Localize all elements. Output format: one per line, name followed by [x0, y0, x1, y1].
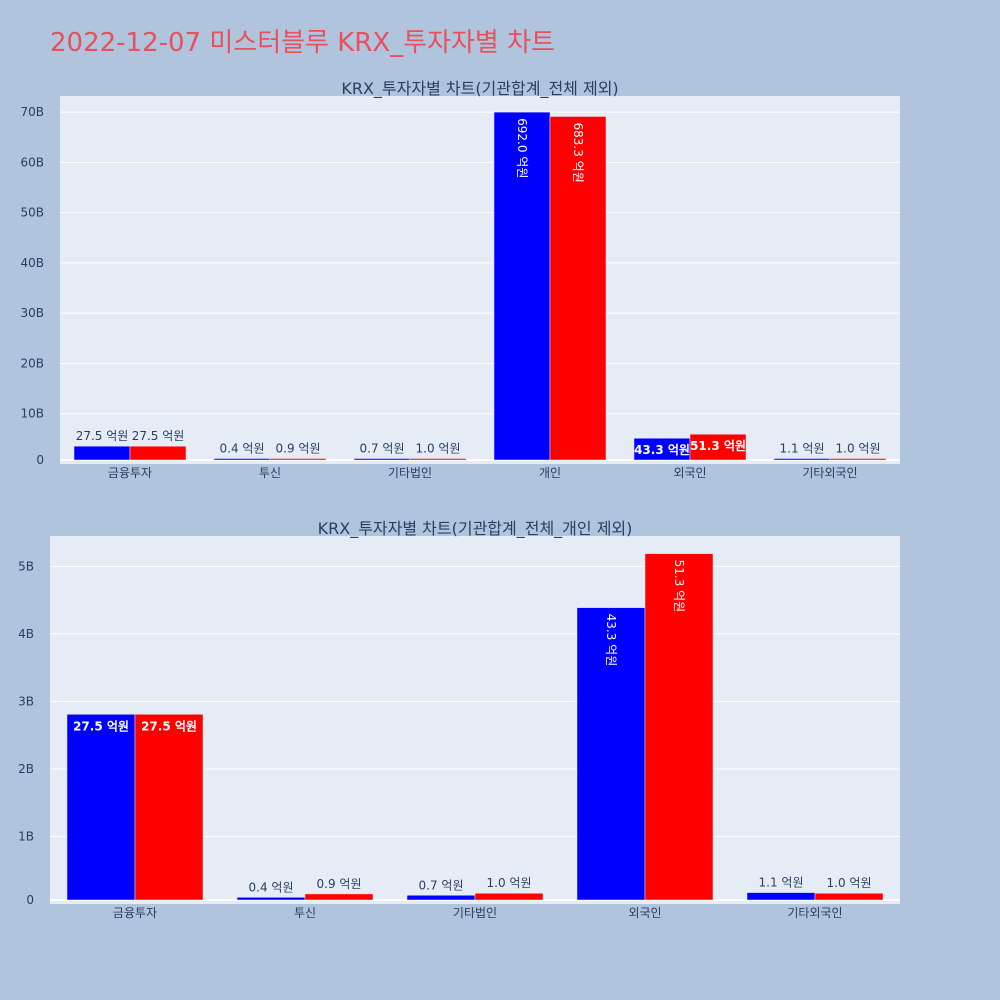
data-label: 0.7 억원 [360, 442, 405, 456]
bar [269, 458, 327, 461]
x-tick-label: 외국인 [628, 906, 661, 920]
bar [576, 607, 646, 901]
data-label: 1.1 억원 [759, 876, 804, 890]
y-tick-label: 70B [20, 105, 44, 119]
x-tick-label: 기타법인 [388, 466, 432, 480]
bar [644, 553, 714, 901]
x-tick-label: 금융투자 [108, 466, 152, 480]
data-label: 1.0 억원 [836, 442, 881, 456]
y-tick-label: 0 [26, 893, 34, 907]
y-tick-label: 60B [20, 155, 44, 169]
bar [689, 433, 747, 461]
bar [129, 445, 187, 461]
x-tick-label: 개인 [539, 466, 561, 480]
data-label: 0.7 억원 [419, 878, 464, 892]
bar [409, 458, 467, 461]
chart-investor-all: KRX_투자자별 차트(기관합계_전체 제외) 0 10B 20B 30B 40B 50B 6… [20, 79, 900, 480]
y-tick-label: 5B [18, 559, 34, 573]
data-label: 0.9 억원 [276, 442, 321, 456]
data-label: 27.5 억원 [73, 719, 129, 733]
bar [134, 714, 204, 901]
x-tick-label: 금융투자 [113, 906, 157, 920]
bar [236, 897, 306, 901]
data-label: 1.0 억원 [827, 876, 872, 890]
data-label: 51.3 억원 [690, 439, 746, 453]
data-label: 27.5 억원 [141, 719, 197, 733]
data-label: 27.5 억원 [132, 429, 185, 443]
data-label: 43.3 억원 [634, 443, 690, 457]
y-tick-label: 40B [20, 256, 44, 270]
page-title: 2022-12-07 미스터블루 KRX_투자자별 차트 [50, 28, 555, 58]
x-tick-label: 기타법인 [453, 906, 497, 920]
data-label: 1.0 억원 [487, 876, 532, 890]
data-label: 0.9 억원 [317, 877, 362, 891]
bar [66, 714, 136, 901]
data-label: 1.1 억원 [780, 442, 825, 456]
y-tick-label: 1B [18, 829, 34, 843]
y-tick-label: 4B [18, 627, 34, 641]
data-label: 0.4 억원 [220, 442, 265, 456]
data-label: 683.3 억원 [571, 122, 585, 182]
y-tick-label: 50B [20, 206, 44, 220]
y-tick-label: 3B [18, 694, 34, 708]
data-label: 692.0 억원 [515, 118, 529, 178]
data-label: 0.4 억원 [249, 880, 294, 894]
chart-title: KRX_투자자별 차트(기관합계_전체_개인 제외) [318, 519, 633, 539]
bar [304, 893, 374, 901]
data-label: 1.0 억원 [416, 442, 461, 456]
x-tick-label: 기타외국인 [787, 906, 842, 920]
bar [549, 116, 607, 461]
data-label: 27.5 억원 [76, 429, 129, 443]
y-tick-label: 30B [20, 306, 44, 320]
bar [493, 111, 551, 461]
plot-area [60, 96, 900, 464]
y-tick-label: 10B [20, 407, 44, 421]
x-tick-label: 기타외국인 [802, 466, 857, 480]
x-tick-label: 외국인 [673, 466, 706, 480]
bar [814, 892, 884, 901]
y-tick-label: 20B [20, 356, 44, 370]
x-tick-label: 투신 [294, 906, 316, 920]
chart-title: KRX_투자자별 차트(기관합계_전체 제외) [341, 79, 618, 99]
bar [406, 895, 476, 901]
bar [829, 458, 887, 461]
bar [746, 892, 816, 901]
data-label: 43.3 억원 [604, 614, 618, 667]
data-label: 51.3 억원 [672, 560, 686, 613]
x-tick-label: 투신 [259, 466, 281, 480]
y-tick-label: 2B [18, 762, 34, 776]
bar [474, 892, 544, 901]
y-tick-label: 0 [36, 453, 44, 467]
